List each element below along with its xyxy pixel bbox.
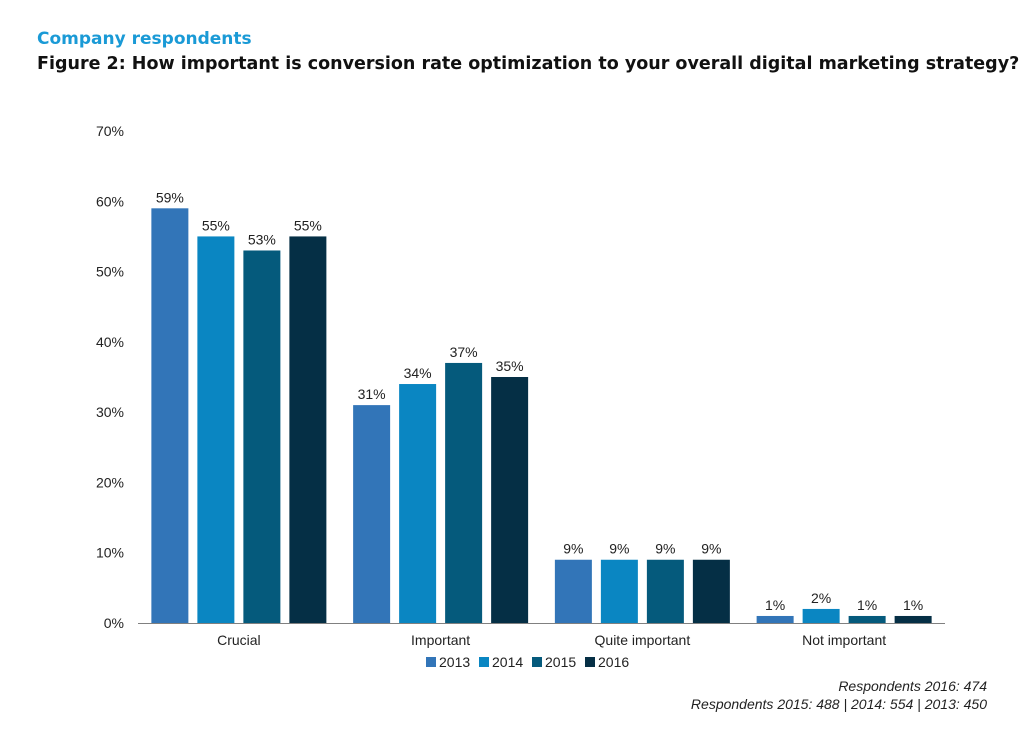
bar-2015-not-important <box>848 615 886 623</box>
y-tick-label: 40% <box>96 334 124 350</box>
data-label: 1% <box>765 597 785 613</box>
y-tick-label: 60% <box>96 193 124 209</box>
y-tick-label: 10% <box>96 545 124 561</box>
y-tick-label: 20% <box>96 474 124 490</box>
data-label: 59% <box>156 189 184 205</box>
data-label: 53% <box>248 231 276 247</box>
chart-subtitle: Company respondents <box>37 29 252 49</box>
data-label: 9% <box>701 541 721 557</box>
y-tick-label: 50% <box>96 264 124 280</box>
respondents-note-other-years: Respondents 2015: 488 | 2014: 554 | 2013… <box>690 696 987 712</box>
bar-2015-important <box>445 362 483 623</box>
bar-2015-crucial <box>243 250 281 623</box>
bar-2014-quite-important <box>600 559 638 623</box>
bar-2014-crucial <box>197 236 235 623</box>
data-label: 37% <box>450 344 478 360</box>
legend-label-2014: 2014 <box>492 654 523 670</box>
legend-swatch-2014 <box>479 657 489 667</box>
data-label: 55% <box>202 217 230 233</box>
data-label: 35% <box>496 358 524 374</box>
legend-label-2013: 2013 <box>439 654 470 670</box>
legend-label-2015: 2015 <box>545 654 576 670</box>
bar-2016-quite-important <box>692 559 730 623</box>
bar-2013-quite-important <box>554 559 592 623</box>
data-label: 2% <box>811 590 831 606</box>
bar-2013-crucial <box>151 208 189 624</box>
bar-2016-crucial <box>289 236 327 623</box>
x-category-label: Quite important <box>595 632 691 648</box>
x-category-label: Important <box>411 632 470 648</box>
data-label: 1% <box>903 597 923 613</box>
bar-2016-important <box>491 377 529 623</box>
legend-swatch-2016 <box>585 657 595 667</box>
y-tick-label: 30% <box>96 404 124 420</box>
bar-2013-not-important <box>756 615 794 623</box>
data-label: 1% <box>857 597 877 613</box>
legend-swatch-2013 <box>426 657 436 667</box>
legend-label-2016: 2016 <box>598 654 629 670</box>
data-label: 31% <box>358 386 386 402</box>
x-category-label: Crucial <box>217 632 261 648</box>
respondents-note-2016: Respondents 2016: 474 <box>838 678 987 694</box>
bar-2014-important <box>399 384 437 623</box>
data-label: 9% <box>609 541 629 557</box>
y-tick-label: 0% <box>104 615 124 631</box>
chart-title: Figure 2: How important is conversion ra… <box>37 54 1020 74</box>
bar-2014-not-important <box>802 608 840 623</box>
bar-2015-quite-important <box>646 559 684 623</box>
data-label: 9% <box>563 541 583 557</box>
data-label: 55% <box>294 217 322 233</box>
data-label: 9% <box>655 541 675 557</box>
y-tick-label: 70% <box>96 123 124 139</box>
bar-2013-important <box>353 405 391 623</box>
bar-2016-not-important <box>894 615 932 623</box>
legend-swatch-2015 <box>532 657 542 667</box>
x-category-label: Not important <box>802 632 886 648</box>
data-label: 34% <box>404 365 432 381</box>
